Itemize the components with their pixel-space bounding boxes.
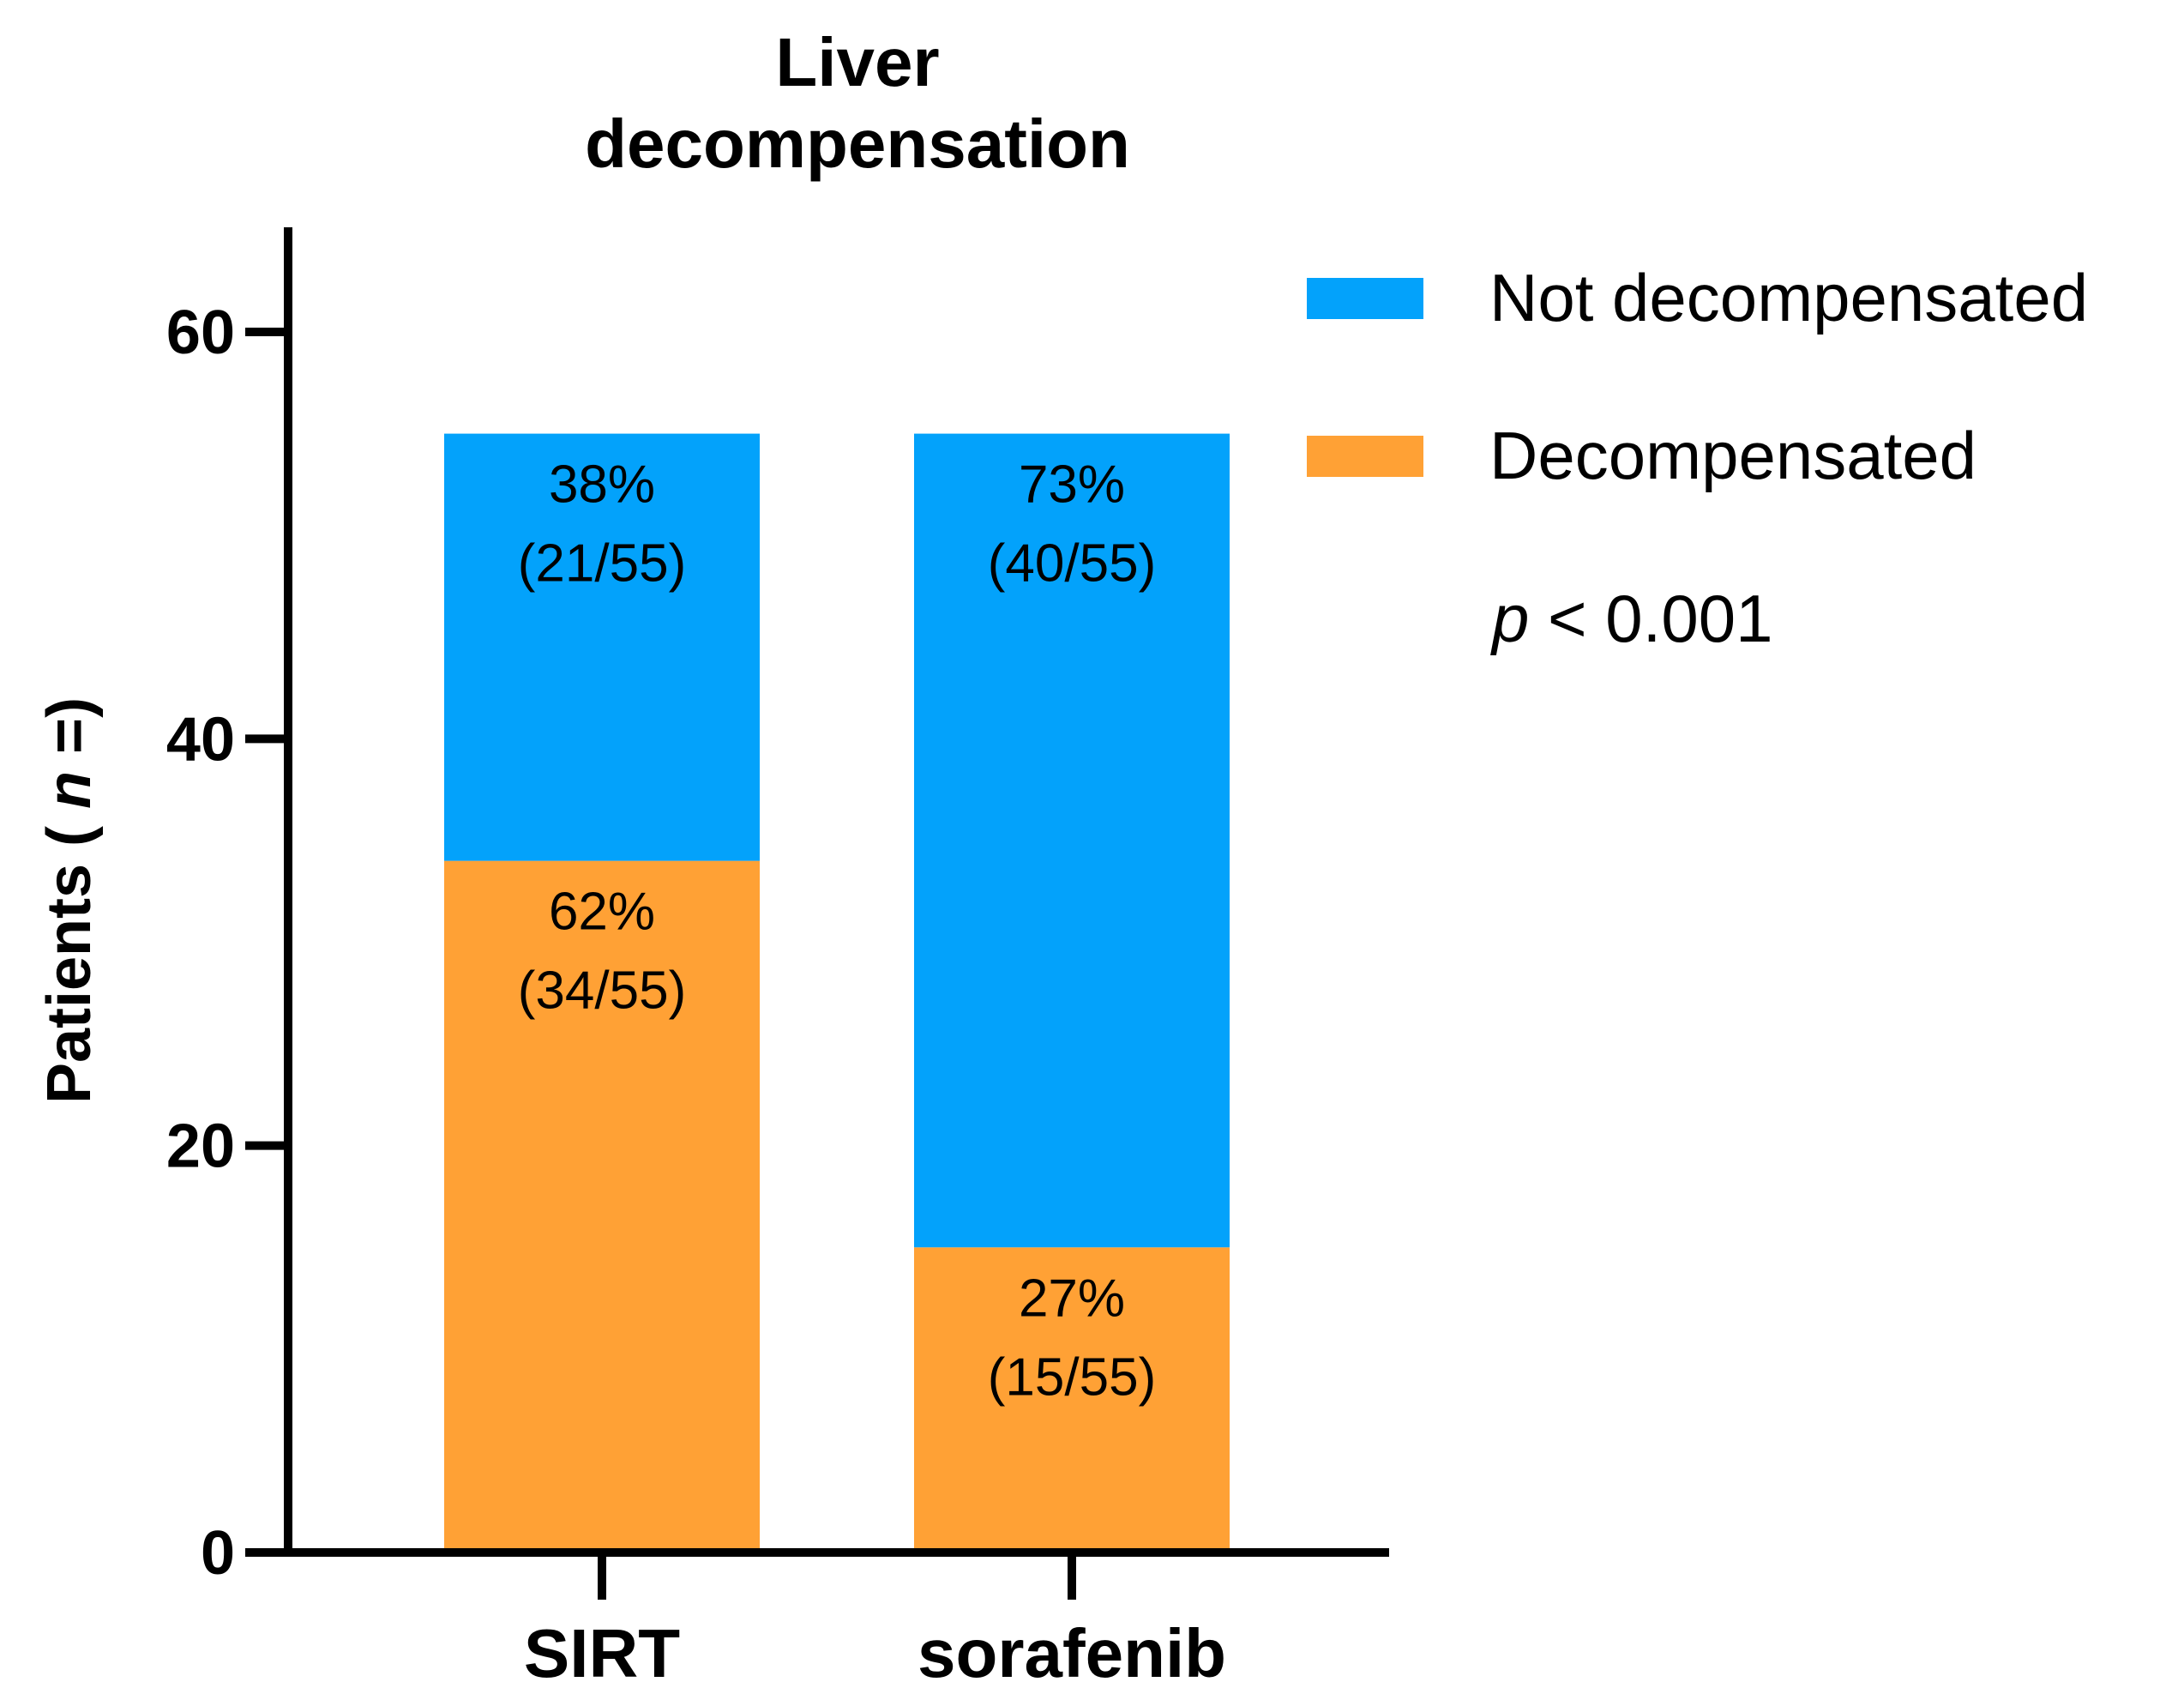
data-label: 62% [549, 883, 655, 942]
data-label: (15/55) [988, 1347, 1156, 1407]
y-tick-label: 60 [166, 298, 235, 367]
y-tick-label: 20 [166, 1112, 235, 1181]
chart-title-line: decompensation [585, 105, 1130, 182]
axes: 0 20 40 60 SIRT sorafenib [166, 227, 1389, 1691]
y-axis-label: Patients ( n =) [35, 697, 104, 1104]
bar-sirt-decompensated [444, 860, 760, 1552]
annotation: p < 0.001 [1490, 581, 1772, 656]
bar-sirt-not-decompensated [444, 433, 760, 861]
x-tick-label: sorafenib [918, 1615, 1226, 1691]
legend: Not decompensated Decompensated [1307, 260, 2088, 493]
x-tick-label: SIRT [524, 1615, 680, 1691]
data-labels: 62% (34/55) 38% (21/55) 27% (15/55) 73% (40/55) [518, 455, 1156, 1408]
data-label: (40/55) [988, 534, 1156, 594]
data-label: 38% [549, 455, 655, 515]
bar-sorafenib-not-decompensated [914, 433, 1230, 1248]
y-tick-label: 0 [201, 1519, 235, 1588]
legend-label: Decompensated [1489, 418, 1976, 493]
legend-label: Not decompensated [1489, 260, 2088, 335]
legend-swatch [1307, 436, 1423, 477]
chart-title-line: Liver [775, 24, 939, 100]
data-label: (34/55) [518, 962, 686, 1021]
data-label: 27% [1019, 1269, 1125, 1328]
data-label: (21/55) [518, 534, 686, 594]
legend-swatch [1307, 278, 1423, 319]
p-value-annotation: p < 0.001 [1490, 581, 1772, 656]
y-tick-label: 40 [166, 705, 235, 774]
y-axis-label-group: Patients ( n =) [35, 697, 104, 1104]
bar-sorafenib-decompensated [914, 1247, 1230, 1552]
bars [444, 433, 1230, 1552]
data-label: 73% [1019, 455, 1125, 515]
